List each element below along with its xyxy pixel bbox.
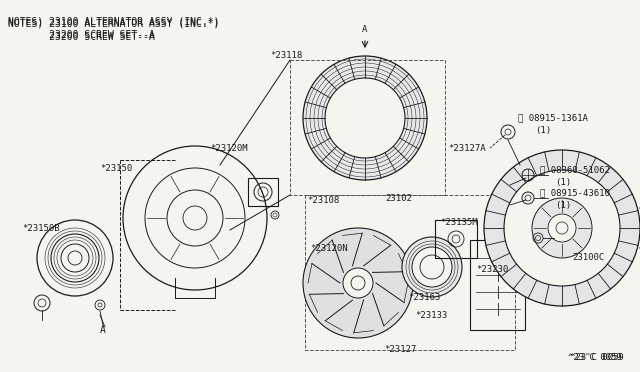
Circle shape xyxy=(303,56,427,180)
Text: 23200 SCREW SET--A: 23200 SCREW SET--A xyxy=(8,30,155,40)
Bar xyxy=(435,220,477,258)
Text: *23120M: *23120M xyxy=(210,144,248,153)
Circle shape xyxy=(343,268,373,298)
Text: Ⓢ 08360-51062: Ⓢ 08360-51062 xyxy=(540,166,610,174)
Text: *23230: *23230 xyxy=(476,266,508,275)
Circle shape xyxy=(484,150,640,306)
Circle shape xyxy=(303,228,413,338)
Text: *23118: *23118 xyxy=(270,51,302,60)
Text: (1): (1) xyxy=(555,201,571,209)
Text: *23133: *23133 xyxy=(415,311,447,320)
Text: NOTES) 23100 ALTERNATOR ASSY (INC.*): NOTES) 23100 ALTERNATOR ASSY (INC.*) xyxy=(8,16,220,26)
Text: *23127A: *23127A xyxy=(448,144,486,153)
Text: *23150B: *23150B xyxy=(22,224,60,232)
Text: Ⓦ 08915-43610: Ⓦ 08915-43610 xyxy=(540,189,610,198)
Circle shape xyxy=(325,78,405,158)
Text: ^23'C 0059: ^23'C 0059 xyxy=(568,353,621,362)
Text: A: A xyxy=(100,325,106,335)
Circle shape xyxy=(402,237,462,297)
Bar xyxy=(290,60,445,195)
Circle shape xyxy=(532,198,592,258)
Text: NOTES) 23100 ALTERNATOR ASSY (INC.*): NOTES) 23100 ALTERNATOR ASSY (INC.*) xyxy=(8,18,220,28)
Circle shape xyxy=(504,170,620,286)
Text: 23102: 23102 xyxy=(385,193,412,202)
Text: (1): (1) xyxy=(555,177,571,186)
Text: A: A xyxy=(362,25,368,34)
Circle shape xyxy=(412,247,452,287)
Text: 23200 SCREW SET--A: 23200 SCREW SET--A xyxy=(8,32,155,42)
Circle shape xyxy=(548,214,576,242)
Text: *23120N: *23120N xyxy=(310,244,348,253)
Bar xyxy=(305,195,515,350)
Text: ^23'C 0059: ^23'C 0059 xyxy=(570,353,624,362)
Text: *23163: *23163 xyxy=(408,294,440,302)
Text: Ⓦ 08915-1361A: Ⓦ 08915-1361A xyxy=(518,113,588,122)
Text: *23135M: *23135M xyxy=(440,218,477,227)
Text: 23100C: 23100C xyxy=(572,253,604,263)
Text: (1): (1) xyxy=(535,125,551,135)
Bar xyxy=(248,178,278,206)
Text: *23127: *23127 xyxy=(384,346,416,355)
Text: *23108: *23108 xyxy=(307,196,339,205)
Text: *23150: *23150 xyxy=(100,164,132,173)
Bar xyxy=(470,240,525,330)
